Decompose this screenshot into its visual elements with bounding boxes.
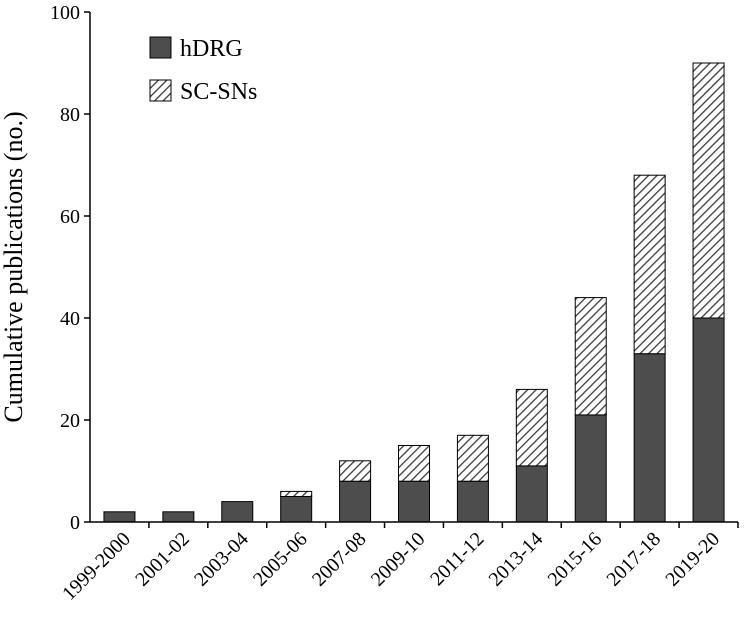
y-tick-label: 60 [60,206,80,228]
bar-hdrg-2011-12 [456,480,489,523]
y-tick-label: 0 [70,512,80,534]
x-tick-label: 2017-18 [602,528,665,591]
bar-sc-sns-2013-14 [515,388,548,467]
bar-sc-sns-2011-12 [456,434,489,482]
bar-hdrg-2001-02 [162,511,195,523]
legend-swatch-hdrg [149,36,172,59]
x-tick-label: 2007-08 [308,528,371,591]
y-tick-label: 100 [50,2,80,24]
bar-hdrg-1999-2000 [103,511,136,523]
bar-hdrg-2003-04 [221,501,254,523]
x-tick-label: 2019-20 [661,528,724,591]
legend-label-hdrg: hDRG [180,36,243,62]
x-tick-label: 2013-14 [485,528,548,591]
bar-hdrg-2015-16 [574,414,607,523]
x-tick-label: 2009-10 [367,528,430,591]
y-axis-title: Cumulative publications (no.) [0,111,28,422]
bar-hdrg-2005-06 [280,496,313,523]
bar-hdrg-2013-14 [515,465,548,523]
x-tick-label: 2015-16 [544,528,607,591]
bar-sc-sns-2019-20 [692,62,725,319]
bar-hdrg-2009-10 [398,480,430,523]
bar-sc-sns-2007-08 [339,460,372,482]
legend-label-sc-sns: SC-SNs [180,79,257,105]
x-tick-label: 2011-12 [426,528,488,590]
y-tick-label: 80 [60,104,80,126]
legend-swatch-sc-sns [149,79,172,102]
y-tick-label: 20 [60,410,80,432]
bar-hdrg-2007-08 [339,480,372,523]
x-tick-label: 2001-02 [131,528,194,591]
bar-sc-sns-2005-06 [280,490,313,497]
bar-sc-sns-2015-16 [574,297,607,416]
bar-sc-sns-2009-10 [398,445,430,482]
bar-sc-sns-2017-18 [633,174,666,355]
x-tick-label: 2005-06 [249,528,312,591]
legend: hDRG SC-SNs [149,36,257,105]
x-tick-label: 2003-04 [190,528,253,591]
bar-hdrg-2019-20 [692,317,725,523]
y-tick-label: 40 [60,308,80,330]
bar-hdrg-2017-18 [633,353,666,523]
x-tick-label: 1999-2000 [58,528,135,605]
